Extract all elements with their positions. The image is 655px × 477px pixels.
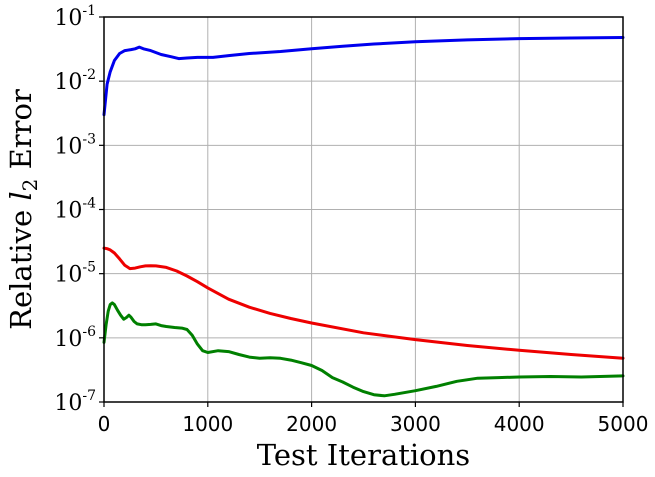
- y-tick-label: 10-7: [54, 388, 96, 416]
- x-tick-label: 1000: [182, 412, 233, 436]
- y-tick-label: 10-6: [54, 324, 96, 352]
- y-tick-label: 10-2: [54, 67, 96, 95]
- y-axis: 10-7 10-6 10-5 10-4 10-3 10-2 10-1: [54, 3, 104, 416]
- y-tick-label: 10-5: [54, 260, 96, 288]
- grid: [103, 16, 624, 403]
- x-tick-label: 0: [98, 412, 111, 436]
- x-tick-label: 2000: [286, 412, 337, 436]
- y-axis-label: Relative l2 Error: [4, 89, 42, 330]
- series-line-1: [102, 36, 625, 117]
- y-axis-label-subscript: 2: [18, 179, 42, 192]
- y-axis-label-prefix: Relative: [4, 201, 38, 330]
- y-tick-label: 10-3: [54, 131, 96, 159]
- x-tick-label: 3000: [390, 412, 441, 436]
- x-axis-label: Test Iterations: [257, 438, 470, 472]
- y-axis-label-suffix: Error: [4, 89, 38, 179]
- x-tick-label: 5000: [598, 412, 649, 436]
- y-tick-label: 10-1: [54, 3, 96, 31]
- series-line-2: [102, 246, 625, 360]
- series-line-3: [102, 301, 625, 398]
- series-group: [102, 36, 625, 398]
- y-axis-label-variable: l: [4, 191, 38, 200]
- x-tick-label: 4000: [494, 412, 545, 436]
- y-tick-label: 10-4: [54, 196, 96, 224]
- x-axis: 0 1000 2000 3000 4000 5000: [98, 402, 649, 436]
